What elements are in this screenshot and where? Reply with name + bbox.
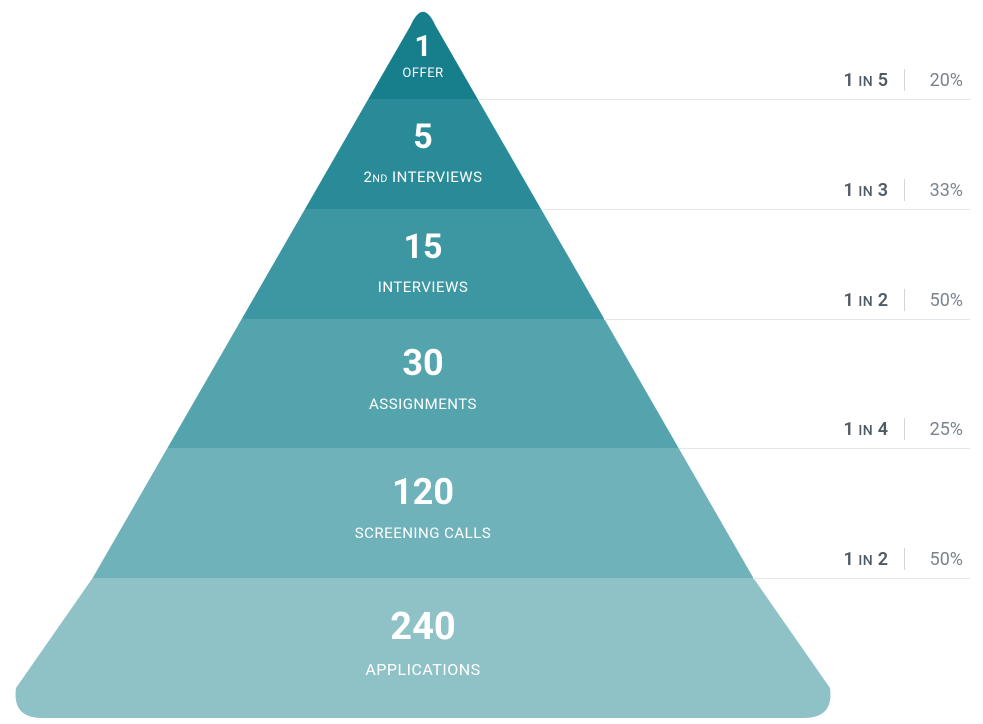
pyramid-level-2 — [242, 209, 605, 319]
stat-ratio: 1 IN 4 — [844, 419, 888, 440]
stat-ratio: 1 IN 5 — [844, 70, 888, 91]
stat-percent: 33% — [921, 180, 963, 201]
separator-line-2 — [604, 319, 970, 320]
separator-line-3 — [679, 448, 970, 449]
pyramid-level-5 — [16, 578, 831, 718]
pyramid-level-3 — [167, 319, 678, 448]
stat-percent: 50% — [921, 290, 963, 311]
stat-divider — [904, 548, 905, 570]
stat-row-3: 1 IN 4 25% — [844, 418, 963, 440]
stat-divider — [904, 179, 905, 201]
pyramid-level-0 — [368, 12, 477, 99]
stat-row-4: 1 IN 2 50% — [844, 548, 963, 570]
stat-ratio: 1 IN 2 — [844, 290, 888, 311]
stat-divider — [904, 418, 905, 440]
stat-percent: 50% — [921, 549, 963, 570]
stat-divider — [904, 69, 905, 91]
pyramid-level-4 — [93, 448, 754, 578]
stat-row-1: 1 IN 3 33% — [844, 179, 963, 201]
separator-line-0 — [478, 99, 970, 100]
stat-divider — [904, 289, 905, 311]
stat-row-2: 1 IN 2 50% — [844, 289, 963, 311]
separator-line-4 — [753, 578, 970, 579]
stat-ratio: 1 IN 2 — [844, 549, 888, 570]
pyramid-svg — [0, 0, 983, 724]
pyramid-funnel-container: 1OFFER1 IN 520%52ND INTERVIEWS1 IN 333%1… — [0, 0, 983, 724]
pyramid-level-1 — [305, 99, 541, 209]
separator-line-1 — [541, 209, 970, 210]
stat-row-0: 1 IN 5 20% — [844, 69, 963, 91]
stat-percent: 20% — [921, 70, 963, 91]
stat-ratio: 1 IN 3 — [844, 180, 888, 201]
stat-percent: 25% — [921, 419, 963, 440]
